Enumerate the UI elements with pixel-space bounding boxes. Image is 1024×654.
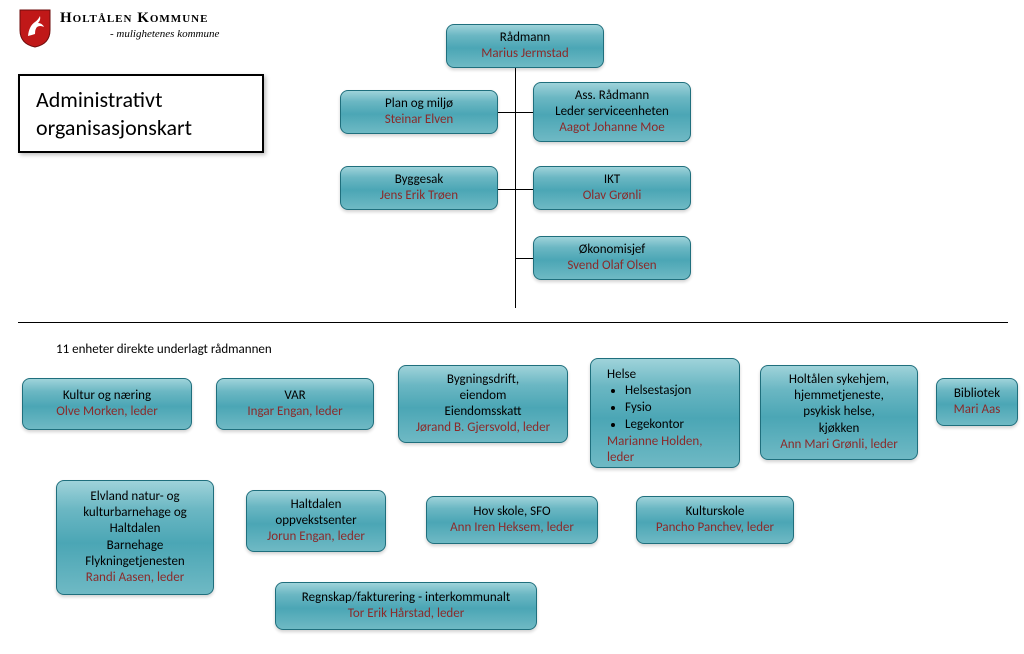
separator-line	[18, 322, 1008, 323]
node-regnskap: Regnskap/fakturering - interkommunalt To…	[275, 582, 537, 630]
node-okonomi: Økonomisjef Svend Olaf Olsen	[533, 236, 691, 280]
node-leader: Jorun Engan, leder	[267, 529, 365, 545]
node-title-l2: Leder serviceenheten	[555, 104, 669, 120]
node-title: Helse	[597, 367, 636, 383]
node-title-l2: eiendom	[460, 388, 507, 404]
node-title: Kultur og næring	[63, 388, 151, 404]
node-title: VAR	[284, 388, 305, 404]
node-var: VAR Ingar Engan, leder	[216, 378, 374, 430]
page-title-line2: organisasjonskart	[36, 114, 246, 142]
node-radmann: Rådmann Marius Jermstad	[446, 24, 604, 68]
node-bygningsdrift: Bygningsdrift, eiendom Eiendomsskatt Jør…	[398, 365, 568, 443]
node-leader: Ann Mari Grønli, leder	[780, 437, 898, 453]
node-kulturskole: Kulturskole Pancho Panchev, leder	[636, 496, 794, 544]
node-title-l1: Elvland natur- og	[90, 489, 179, 505]
node-title: Hov skole, SFO	[473, 504, 550, 520]
node-title: Økonomisjef	[579, 242, 646, 258]
node-leader: Svend Olaf Olsen	[567, 258, 656, 274]
node-title: Rådmann	[500, 30, 550, 46]
helse-bullets: Helsestasjon Fysio Legekontor	[607, 383, 691, 434]
logo-title: Holtålen Kommune	[60, 10, 208, 27]
node-leader: Pancho Panchev, leder	[656, 520, 774, 536]
node-title: Byggesak	[395, 172, 444, 188]
node-sykehjem: Holtålen sykehjem, hjemmetjeneste, psyki…	[760, 365, 918, 460]
node-leader: Steinar Elven	[385, 112, 454, 128]
node-leader: Marius Jermstad	[481, 46, 568, 62]
node-leader-l1: Marianne Holden,	[597, 434, 702, 450]
node-title-l2: kulturbarnehage og	[83, 505, 187, 521]
node-plan-miljo: Plan og miljø Steinar Elven	[340, 90, 498, 134]
helse-bullet: Legekontor	[625, 417, 691, 434]
connector-ass	[516, 112, 533, 113]
node-haltdalen: Haltdalen oppvekstsenter Jorun Engan, le…	[246, 490, 386, 552]
node-leader: Olav Grønli	[583, 188, 642, 204]
node-kultur-naering: Kultur og næring Olve Morken, leder	[22, 378, 192, 430]
node-leader: Jørand B. Gjersvold, leder	[416, 420, 550, 436]
node-title-l1: Holtålen sykehjem,	[789, 372, 889, 388]
shield-icon	[18, 8, 52, 48]
node-leader: Tor Erik Hårstad, leder	[348, 606, 465, 622]
node-title-l3: Eiendomsskatt	[445, 404, 522, 420]
connector-trunk	[515, 68, 516, 308]
connector-plan	[498, 112, 515, 113]
node-title-l2: oppvekstsenter	[275, 513, 356, 529]
node-title-l1: Bygningsdrift,	[447, 372, 519, 388]
node-title-l1: Haltdalen	[291, 497, 342, 513]
node-leader: Randi Aasen, leder	[86, 570, 184, 586]
logo-subtitle: - mulighetenes kommune	[110, 28, 219, 40]
node-title-l1: Ass. Rådmann	[575, 88, 649, 104]
connector-okon	[516, 258, 533, 259]
node-leader: Jens Erik Trøen	[380, 188, 458, 204]
node-title-l3: psykisk helse,	[803, 404, 874, 420]
connector-ikt	[516, 189, 533, 190]
node-leader: Olve Morken, leder	[56, 404, 158, 420]
node-leader: Ann Iren Heksem, leder	[450, 520, 574, 536]
node-title: Bibliotek	[954, 386, 1000, 402]
connector-bygg	[498, 189, 515, 190]
node-ass-radmann: Ass. Rådmann Leder serviceenheten Aagot …	[533, 82, 691, 142]
node-title-l3: Haltdalen	[110, 521, 161, 537]
node-title-l2: hjemmetjeneste,	[794, 388, 884, 404]
node-title-l4: Barnehage	[107, 538, 164, 554]
node-byggesak: Byggesak Jens Erik Trøen	[340, 166, 498, 210]
page-title-box: Administrativt organisasjonskart	[18, 74, 264, 153]
logo-block: Holtålen Kommune - mulighetenes kommune	[18, 8, 248, 48]
helse-bullet: Fysio	[625, 400, 691, 417]
node-title: Plan og miljø	[385, 96, 453, 112]
node-bibliotek: Bibliotek Mari Aas	[936, 378, 1018, 426]
node-leader: Aagot Johanne Moe	[559, 120, 665, 136]
node-title: IKT	[604, 172, 620, 188]
helse-bullet: Helsestasjon	[625, 383, 691, 400]
page-title-line1: Administrativt	[36, 86, 246, 114]
node-helse: Helse Helsestasjon Fysio Legekontor Mari…	[590, 358, 740, 468]
node-title: Kulturskole	[686, 504, 745, 520]
node-leader: Ingar Engan, leder	[247, 404, 342, 420]
node-leader: Mari Aas	[954, 402, 1001, 418]
node-leader-l2: leder	[597, 450, 634, 466]
node-ikt: IKT Olav Grønli	[533, 166, 691, 210]
node-title-l4: kjøkken	[819, 421, 860, 437]
node-title-l5: Flykningetjenesten	[85, 554, 185, 570]
node-elvland: Elvland natur- og kulturbarnehage og Hal…	[56, 480, 214, 595]
section-subtitle: 11 enheter direkte underlagt rådmannen	[56, 342, 272, 357]
node-title: Regnskap/fakturering - interkommunalt	[302, 590, 510, 606]
node-hov: Hov skole, SFO Ann Iren Heksem, leder	[426, 496, 598, 544]
